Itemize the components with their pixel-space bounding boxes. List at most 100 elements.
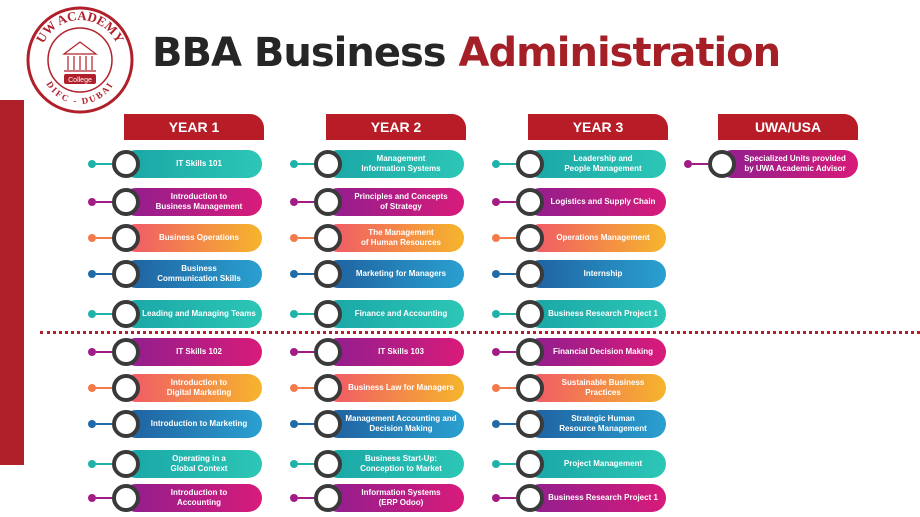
course-label: Business Communication Skills xyxy=(122,260,262,288)
connector-line xyxy=(692,163,708,165)
bullet-dot-icon xyxy=(88,348,96,356)
ring-icon xyxy=(516,224,544,252)
connector-line xyxy=(500,313,516,315)
bullet-dot-icon xyxy=(290,234,298,242)
ring-icon xyxy=(516,150,544,178)
title-part-1: BBA Business xyxy=(152,30,447,76)
ring-icon xyxy=(314,188,342,216)
connector-line xyxy=(96,387,112,389)
course-label: IT Skills 103 xyxy=(324,338,464,366)
bullet-dot-icon xyxy=(290,310,298,318)
bullet-dot-icon xyxy=(88,160,96,168)
connector-line xyxy=(298,387,314,389)
ring-icon xyxy=(314,300,342,328)
course-label: Business Start-Up: Conception to Market xyxy=(324,450,464,478)
connector-line xyxy=(298,423,314,425)
ring-icon xyxy=(112,410,140,438)
bullet-dot-icon xyxy=(492,348,500,356)
course-label: IT Skills 101 xyxy=(122,150,262,178)
course-label: Financial Decision Making xyxy=(526,338,666,366)
course-label: Leading and Managing Teams xyxy=(122,300,262,328)
ring-icon xyxy=(516,260,544,288)
course-label: The Management of Human Resources xyxy=(324,224,464,252)
ring-icon xyxy=(516,188,544,216)
connector-line xyxy=(298,163,314,165)
connector-line xyxy=(96,163,112,165)
ring-icon xyxy=(314,260,342,288)
bullet-dot-icon xyxy=(492,198,500,206)
bullet-dot-icon xyxy=(492,160,500,168)
connector-line xyxy=(298,351,314,353)
ring-icon xyxy=(314,150,342,178)
ring-icon xyxy=(314,374,342,402)
connector-line xyxy=(298,463,314,465)
ring-icon xyxy=(314,484,342,512)
bullet-dot-icon xyxy=(88,460,96,468)
uw-academy-logo: UW ACADEMY DIFC - DUBAI College xyxy=(26,6,134,114)
ring-icon xyxy=(112,224,140,252)
ring-icon xyxy=(314,450,342,478)
connector-line xyxy=(500,351,516,353)
ring-icon xyxy=(112,484,140,512)
bullet-dot-icon xyxy=(492,460,500,468)
bullet-dot-icon xyxy=(290,460,298,468)
bullet-dot-icon xyxy=(492,234,500,242)
connector-line xyxy=(500,237,516,239)
connector-line xyxy=(500,387,516,389)
course-label: Introduction to Business Management xyxy=(122,188,262,216)
ring-icon xyxy=(516,300,544,328)
ring-icon xyxy=(516,410,544,438)
bullet-dot-icon xyxy=(492,270,500,278)
page-title: BBA Business Administration xyxy=(152,30,781,76)
bullet-dot-icon xyxy=(88,384,96,392)
bullet-dot-icon xyxy=(492,384,500,392)
connector-line xyxy=(298,237,314,239)
course-label: Business Operations xyxy=(122,224,262,252)
ring-icon xyxy=(112,450,140,478)
bullet-dot-icon xyxy=(684,160,692,168)
course-label: Marketing for Managers xyxy=(324,260,464,288)
course-label: Management Accounting and Decision Makin… xyxy=(324,410,464,438)
connector-line xyxy=(96,201,112,203)
course-label: Sustainable Business Practices xyxy=(526,374,666,402)
bullet-dot-icon xyxy=(88,270,96,278)
connector-line xyxy=(298,201,314,203)
course-label: Business Research Project 1 xyxy=(526,300,666,328)
connector-line xyxy=(500,273,516,275)
course-label: Specialized Units provided by UWA Academ… xyxy=(718,150,858,178)
connector-line xyxy=(96,237,112,239)
ring-icon xyxy=(112,150,140,178)
ring-icon xyxy=(112,300,140,328)
header-uwa-usa: UWA/USA xyxy=(718,114,858,140)
course-label: Introduction to Accounting xyxy=(122,484,262,512)
logo-sub-text: College xyxy=(68,77,92,84)
course-label: Introduction to Marketing xyxy=(122,410,262,438)
connector-line xyxy=(96,273,112,275)
course-label: Operating in a Global Context xyxy=(122,450,262,478)
ring-icon xyxy=(112,260,140,288)
semester-divider xyxy=(40,331,920,334)
connector-line xyxy=(298,313,314,315)
ring-icon xyxy=(708,150,736,178)
ring-icon xyxy=(112,374,140,402)
bullet-dot-icon xyxy=(290,384,298,392)
course-label: Business Law for Managers xyxy=(324,374,464,402)
course-label: Logistics and Supply Chain xyxy=(526,188,666,216)
course-label: Information Systems (ERP Odoo) xyxy=(324,484,464,512)
ring-icon xyxy=(516,450,544,478)
bullet-dot-icon xyxy=(290,270,298,278)
ring-icon xyxy=(314,410,342,438)
course-label: Project Management xyxy=(526,450,666,478)
ring-icon xyxy=(516,484,544,512)
connector-line xyxy=(96,463,112,465)
bullet-dot-icon xyxy=(492,310,500,318)
ring-icon xyxy=(314,338,342,366)
ring-icon xyxy=(112,188,140,216)
connector-line xyxy=(500,201,516,203)
course-label: IT Skills 102 xyxy=(122,338,262,366)
header-year-2: YEAR 2 xyxy=(326,114,466,140)
connector-line xyxy=(298,273,314,275)
bullet-dot-icon xyxy=(290,160,298,168)
bullet-dot-icon xyxy=(492,494,500,502)
ring-icon xyxy=(516,338,544,366)
